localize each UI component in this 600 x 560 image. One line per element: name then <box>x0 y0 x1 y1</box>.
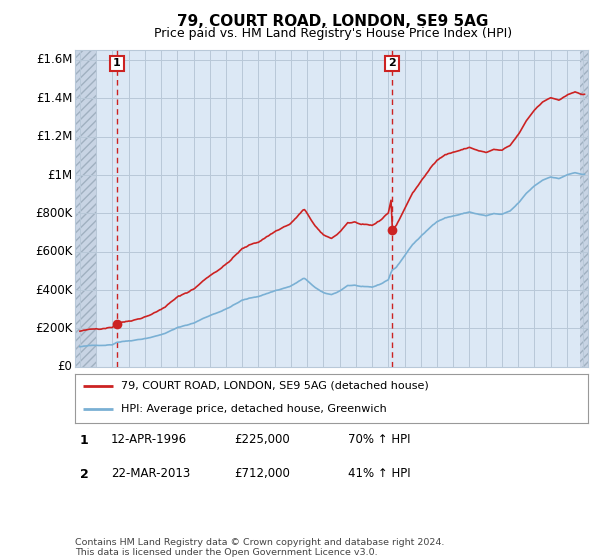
Text: £0: £0 <box>58 360 73 374</box>
Text: £1.4M: £1.4M <box>36 92 73 105</box>
Bar <box>75 50 96 367</box>
Text: Contains HM Land Registry data © Crown copyright and database right 2024.
This d: Contains HM Land Registry data © Crown c… <box>75 538 445 557</box>
Text: 2: 2 <box>388 58 396 68</box>
Bar <box>580 50 588 367</box>
Text: 22-MAR-2013: 22-MAR-2013 <box>111 466 190 480</box>
Text: 1: 1 <box>80 434 88 447</box>
Text: 79, COURT ROAD, LONDON, SE9 5AG: 79, COURT ROAD, LONDON, SE9 5AG <box>178 14 488 29</box>
Text: 79, COURT ROAD, LONDON, SE9 5AG (detached house): 79, COURT ROAD, LONDON, SE9 5AG (detache… <box>121 381 429 391</box>
Text: £400K: £400K <box>35 283 73 297</box>
Text: £1.2M: £1.2M <box>36 130 73 143</box>
Text: £1M: £1M <box>47 169 73 181</box>
Bar <box>75 50 96 367</box>
Text: 12-APR-1996: 12-APR-1996 <box>111 433 187 446</box>
Text: 70% ↑ HPI: 70% ↑ HPI <box>348 433 410 446</box>
Text: £600K: £600K <box>35 245 73 258</box>
Text: £225,000: £225,000 <box>234 433 290 446</box>
Text: £800K: £800K <box>35 207 73 220</box>
Text: 1: 1 <box>113 58 121 68</box>
Text: £1.6M: £1.6M <box>36 54 73 67</box>
Text: 41% ↑ HPI: 41% ↑ HPI <box>348 466 410 480</box>
Bar <box>580 50 588 367</box>
Text: £712,000: £712,000 <box>234 466 290 480</box>
Text: HPI: Average price, detached house, Greenwich: HPI: Average price, detached house, Gree… <box>121 404 387 414</box>
Text: Price paid vs. HM Land Registry's House Price Index (HPI): Price paid vs. HM Land Registry's House … <box>154 27 512 40</box>
Text: 2: 2 <box>80 468 88 481</box>
Text: £200K: £200K <box>35 322 73 335</box>
